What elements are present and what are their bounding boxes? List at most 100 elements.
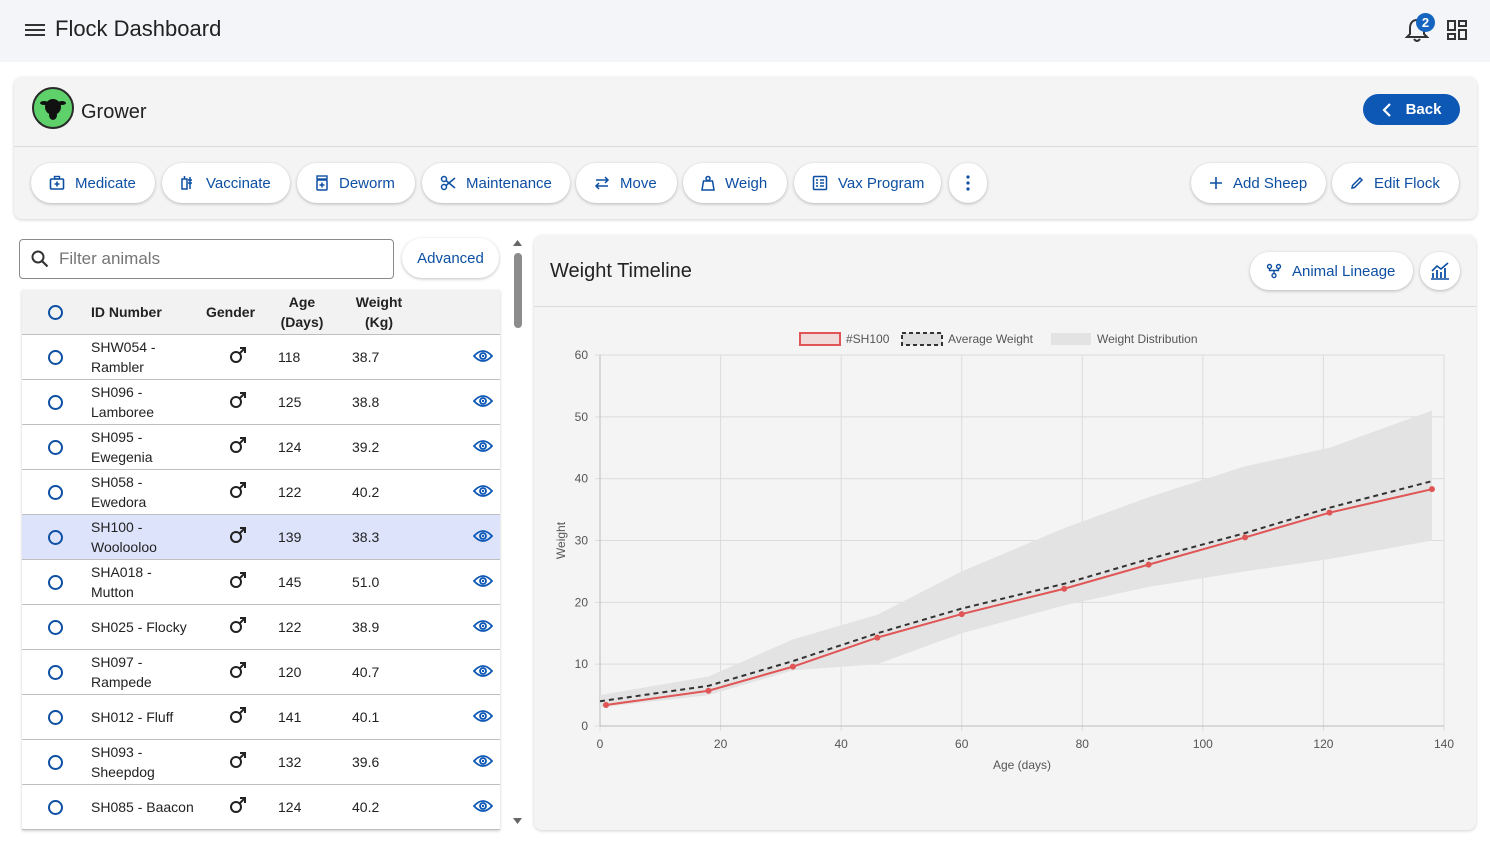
y-tick-label: 0 [581, 719, 588, 733]
sh100-data-point [1428, 486, 1435, 493]
back-button[interactable]: Back [1363, 94, 1460, 125]
row-id-line1: SH058 - [91, 474, 143, 490]
row-id: SH085 - Baacon [91, 797, 211, 817]
row-select-radio[interactable] [48, 440, 63, 455]
more-actions-button[interactable] [949, 163, 987, 203]
legend-swatch [901, 332, 943, 346]
male-gender-icon [230, 752, 246, 768]
medicate-button[interactable]: Medicate [31, 163, 155, 203]
back-button-label: Back [1405, 101, 1442, 118]
header-weight-line1: Weight [355, 294, 403, 310]
view-eye-icon[interactable] [473, 799, 493, 813]
filter-input[interactable] [59, 249, 359, 269]
add-sheep-label: Add Sheep [1233, 174, 1308, 192]
y-tick-label: 10 [575, 657, 589, 671]
view-eye-icon[interactable] [473, 439, 493, 453]
top-app-bar: Flock Dashboard 2 [0, 0, 1490, 62]
swap-arrows-icon [594, 176, 610, 190]
view-eye-icon[interactable] [473, 619, 493, 633]
vaccinate-button[interactable]: Vaccinate [162, 163, 290, 203]
app-title: Flock Dashboard [55, 16, 222, 41]
row-weight: 38.9 [352, 619, 380, 635]
list-box-icon [812, 175, 828, 191]
row-select-radio[interactable] [48, 350, 63, 365]
table-scrollbar[interactable] [509, 238, 523, 830]
deworm-button[interactable]: Deworm [297, 163, 415, 203]
row-select-radio[interactable] [48, 755, 63, 770]
y-tick-label: 40 [575, 472, 589, 486]
view-eye-icon[interactable] [473, 664, 493, 678]
maintenance-label: Maintenance [466, 174, 552, 192]
move-label: Move [620, 174, 657, 192]
row-age: 120 [278, 664, 302, 680]
row-select-radio[interactable] [48, 530, 63, 545]
row-id: SH095 - Ewegenia [91, 427, 211, 467]
table-row[interactable]: SH100 - Woolooloo 139 38.3 [22, 515, 500, 560]
filter-field[interactable] [19, 239, 394, 279]
row-select-radio[interactable] [48, 665, 63, 680]
row-age: 132 [278, 754, 302, 770]
row-id-line1: SHW054 - [91, 339, 156, 355]
x-tick-label: 100 [1193, 737, 1213, 751]
maintenance-button[interactable]: Maintenance [422, 163, 570, 203]
row-id-line2: Rampede [91, 674, 152, 690]
row-age: 122 [278, 619, 302, 635]
row-id-line2: Woolooloo [91, 539, 157, 555]
add-sheep-button[interactable]: Add Sheep [1191, 163, 1326, 203]
row-id-line2: Ewedora [91, 494, 147, 510]
select-all-radio[interactable] [48, 305, 63, 320]
advanced-filter-button[interactable]: Advanced [402, 238, 499, 278]
row-select-radio[interactable] [48, 620, 63, 635]
male-gender-icon [230, 392, 246, 408]
weigh-button[interactable]: Weigh [683, 163, 787, 203]
hamburger-menu-icon[interactable] [24, 20, 46, 40]
search-icon [31, 250, 49, 268]
view-eye-icon[interactable] [473, 349, 493, 363]
table-row[interactable]: SH085 - Baacon 124 40.2 [22, 785, 500, 830]
legend-swatch [1051, 333, 1091, 345]
view-eye-icon[interactable] [473, 709, 493, 723]
table-row[interactable]: SH097 - Rampede 120 40.7 [22, 650, 500, 695]
table-scroll-thumb[interactable] [514, 253, 522, 328]
view-eye-icon[interactable] [473, 394, 493, 408]
scroll-down-arrow-icon[interactable] [513, 818, 522, 824]
animal-lineage-button[interactable]: Animal Lineage [1250, 252, 1413, 290]
row-select-radio[interactable] [48, 575, 63, 590]
y-tick-label: 20 [575, 595, 589, 609]
table-row[interactable]: SH093 - Sheepdog 132 39.6 [22, 740, 500, 785]
row-select-radio[interactable] [48, 710, 63, 725]
row-id: SH058 - Ewedora [91, 472, 211, 512]
row-id: SHW054 - Rambler [91, 337, 211, 377]
chart-panel-title: Weight Timeline [550, 260, 692, 282]
view-eye-icon[interactable] [473, 574, 493, 588]
table-row[interactable]: SH095 - Ewegenia 124 39.2 [22, 425, 500, 470]
row-select-radio[interactable] [48, 395, 63, 410]
pill-bottle-icon [316, 175, 328, 191]
table-row[interactable]: SHW054 - Rambler 118 38.7 [22, 335, 500, 380]
view-eye-icon[interactable] [473, 484, 493, 498]
y-tick-label: 30 [575, 534, 589, 548]
row-id-line1: SH093 - [91, 744, 143, 760]
vax-program-button[interactable]: Vax Program [794, 163, 941, 203]
table-row[interactable]: SH012 - Fluff 141 40.1 [22, 695, 500, 740]
row-select-radio[interactable] [48, 800, 63, 815]
table-row[interactable]: SH025 - Flocky 122 38.9 [22, 605, 500, 650]
table-row[interactable]: SH096 - Lamboree 125 38.8 [22, 380, 500, 425]
more-vertical-icon [966, 175, 970, 191]
row-id-line1: SH095 - [91, 429, 143, 445]
dashboard-grid-icon[interactable] [1446, 19, 1468, 41]
view-eye-icon[interactable] [473, 754, 493, 768]
flock-avatar [32, 87, 74, 129]
row-select-radio[interactable] [48, 485, 63, 500]
scroll-up-arrow-icon[interactable] [513, 240, 522, 246]
chart-type-button[interactable] [1420, 252, 1460, 290]
sh100-data-point [1145, 561, 1152, 568]
view-eye-icon[interactable] [473, 529, 493, 543]
table-row[interactable]: SH058 - Ewedora 122 40.2 [22, 470, 500, 515]
table-row[interactable]: SHA018 - Mutton 145 51.0 [22, 560, 500, 605]
average-weight-line [599, 480, 1433, 703]
x-tick-label: 60 [955, 737, 969, 751]
move-button[interactable]: Move [576, 163, 677, 203]
row-id: SH025 - Flocky [91, 617, 211, 637]
edit-flock-button[interactable]: Edit Flock [1332, 163, 1459, 203]
